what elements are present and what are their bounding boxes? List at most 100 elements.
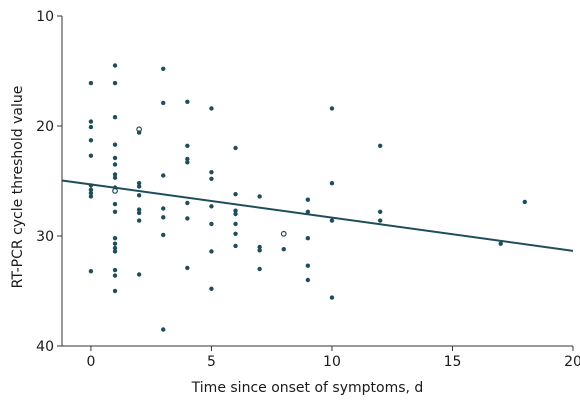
data-point [209, 249, 214, 254]
data-point [185, 156, 190, 162]
data-point [112, 80, 118, 86]
data-point [136, 210, 142, 216]
data-point [257, 248, 262, 253]
data-point [112, 241, 118, 246]
data-point [209, 221, 214, 227]
data-point [233, 231, 238, 236]
data-point [233, 192, 238, 197]
data-point [161, 66, 166, 72]
data-point [257, 194, 262, 199]
data-point [88, 187, 94, 192]
data-point [233, 243, 238, 249]
x-tick-label: 10 [323, 354, 341, 370]
data-point [233, 208, 238, 213]
data-point [112, 245, 118, 251]
data-point [136, 193, 142, 198]
data-point [112, 142, 118, 147]
data-point [112, 155, 118, 161]
y-tick-label: 30 [36, 229, 54, 245]
data-point [161, 232, 166, 238]
data-point [522, 199, 527, 205]
data-point [377, 218, 383, 223]
data-point [209, 286, 214, 291]
data-point [329, 106, 335, 111]
y-axis-label: RT-PCR cycle threshold value [10, 86, 26, 289]
data-point [112, 63, 118, 68]
data-points [88, 63, 527, 332]
data-point [136, 207, 142, 212]
data-point [185, 200, 190, 206]
data-point [377, 143, 383, 148]
y-tick-label: 40 [36, 339, 54, 355]
data-point [185, 99, 190, 105]
x-tick-label: 15 [444, 354, 462, 370]
data-point [209, 106, 214, 111]
data-point [305, 277, 311, 283]
data-point [112, 201, 118, 207]
data-point [88, 153, 94, 158]
data-point [305, 236, 311, 241]
data-point [136, 130, 142, 135]
data-point [112, 175, 118, 180]
data-point-open [112, 187, 118, 194]
data-point [281, 247, 286, 252]
data-point [209, 170, 214, 175]
data-point [329, 181, 335, 186]
data-point [161, 327, 166, 332]
data-point [185, 160, 190, 165]
data-point [112, 162, 118, 167]
data-point [329, 295, 335, 300]
data-point [257, 244, 262, 250]
data-point [185, 216, 190, 221]
data-point [112, 288, 118, 294]
data-point [233, 221, 238, 227]
data-point [88, 269, 94, 274]
data-point [88, 119, 94, 124]
y-tick-label: 10 [36, 9, 54, 25]
data-point [305, 197, 311, 202]
data-point [112, 267, 118, 273]
data-point [88, 80, 94, 86]
trend-line [61, 179, 574, 252]
data-point [161, 206, 166, 211]
y-tick-label: 20 [36, 119, 54, 135]
data-point [233, 211, 238, 217]
data-point [88, 194, 94, 199]
data-point [161, 173, 166, 178]
data-point [305, 263, 311, 268]
data-point [112, 249, 118, 254]
data-point [136, 181, 142, 186]
data-point [161, 100, 166, 106]
data-point [185, 143, 190, 148]
data-point [136, 184, 142, 189]
data-point [88, 138, 94, 143]
data-point [233, 145, 238, 151]
data-point [136, 272, 142, 277]
x-tick-label: 20 [564, 354, 580, 370]
data-point [112, 273, 118, 278]
x-axis-label: Time since onset of symptoms, d [191, 380, 424, 396]
data-point [209, 204, 214, 209]
x-tick-label: 0 [86, 354, 95, 370]
data-point [209, 176, 214, 181]
data-point [377, 209, 383, 214]
data-point [329, 218, 335, 223]
data-point [112, 115, 118, 120]
data-point [185, 265, 190, 271]
data-point [161, 215, 166, 220]
data-point [257, 266, 262, 272]
data-point [112, 172, 118, 177]
data-point [112, 236, 118, 241]
data-point [88, 183, 94, 188]
data-point [305, 209, 311, 214]
data-point [498, 241, 503, 246]
data-point [88, 124, 94, 130]
x-tick-label: 5 [207, 354, 216, 370]
data-point [136, 218, 142, 223]
axes: 0 5 10 15 20 10 20 30 40 [36, 9, 580, 370]
data-point-open [280, 230, 287, 237]
data-point [112, 209, 118, 214]
data-point [88, 190, 94, 196]
